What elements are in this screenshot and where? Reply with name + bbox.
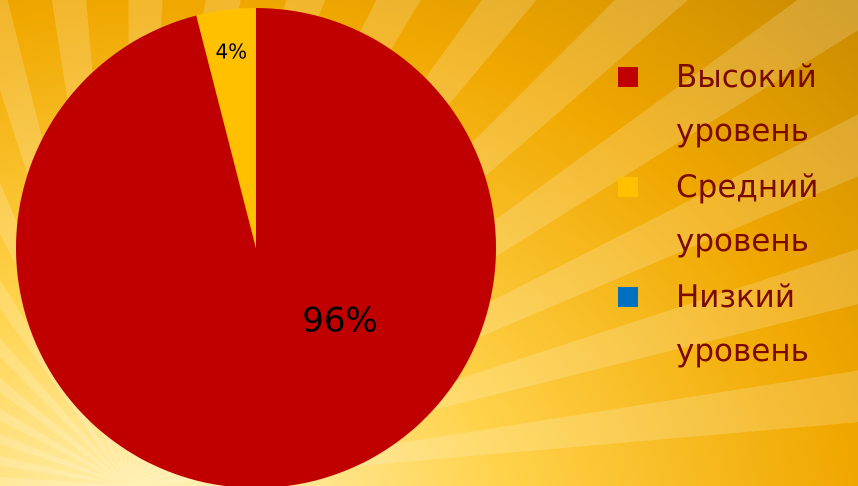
- legend-label: Средний уровень: [676, 169, 818, 259]
- legend-item: Низкий уровень: [612, 270, 852, 378]
- data-label: 4%: [215, 39, 247, 63]
- legend-item: Высокий уровень: [612, 50, 852, 158]
- legend-item: Средний уровень: [612, 160, 852, 268]
- data-label: 96%: [302, 301, 378, 341]
- legend-label: Низкий уровень: [676, 279, 809, 369]
- legend: Высокий уровень Средний уровень Низкий уро…: [612, 50, 852, 380]
- legend-swatch: [618, 287, 638, 307]
- legend-swatch: [618, 177, 638, 197]
- legend-swatch: [618, 67, 638, 87]
- page: 96% 4% Высокий уровень Средний уровень Низк…: [0, 0, 858, 486]
- legend-label: Высокий уровень: [676, 59, 817, 149]
